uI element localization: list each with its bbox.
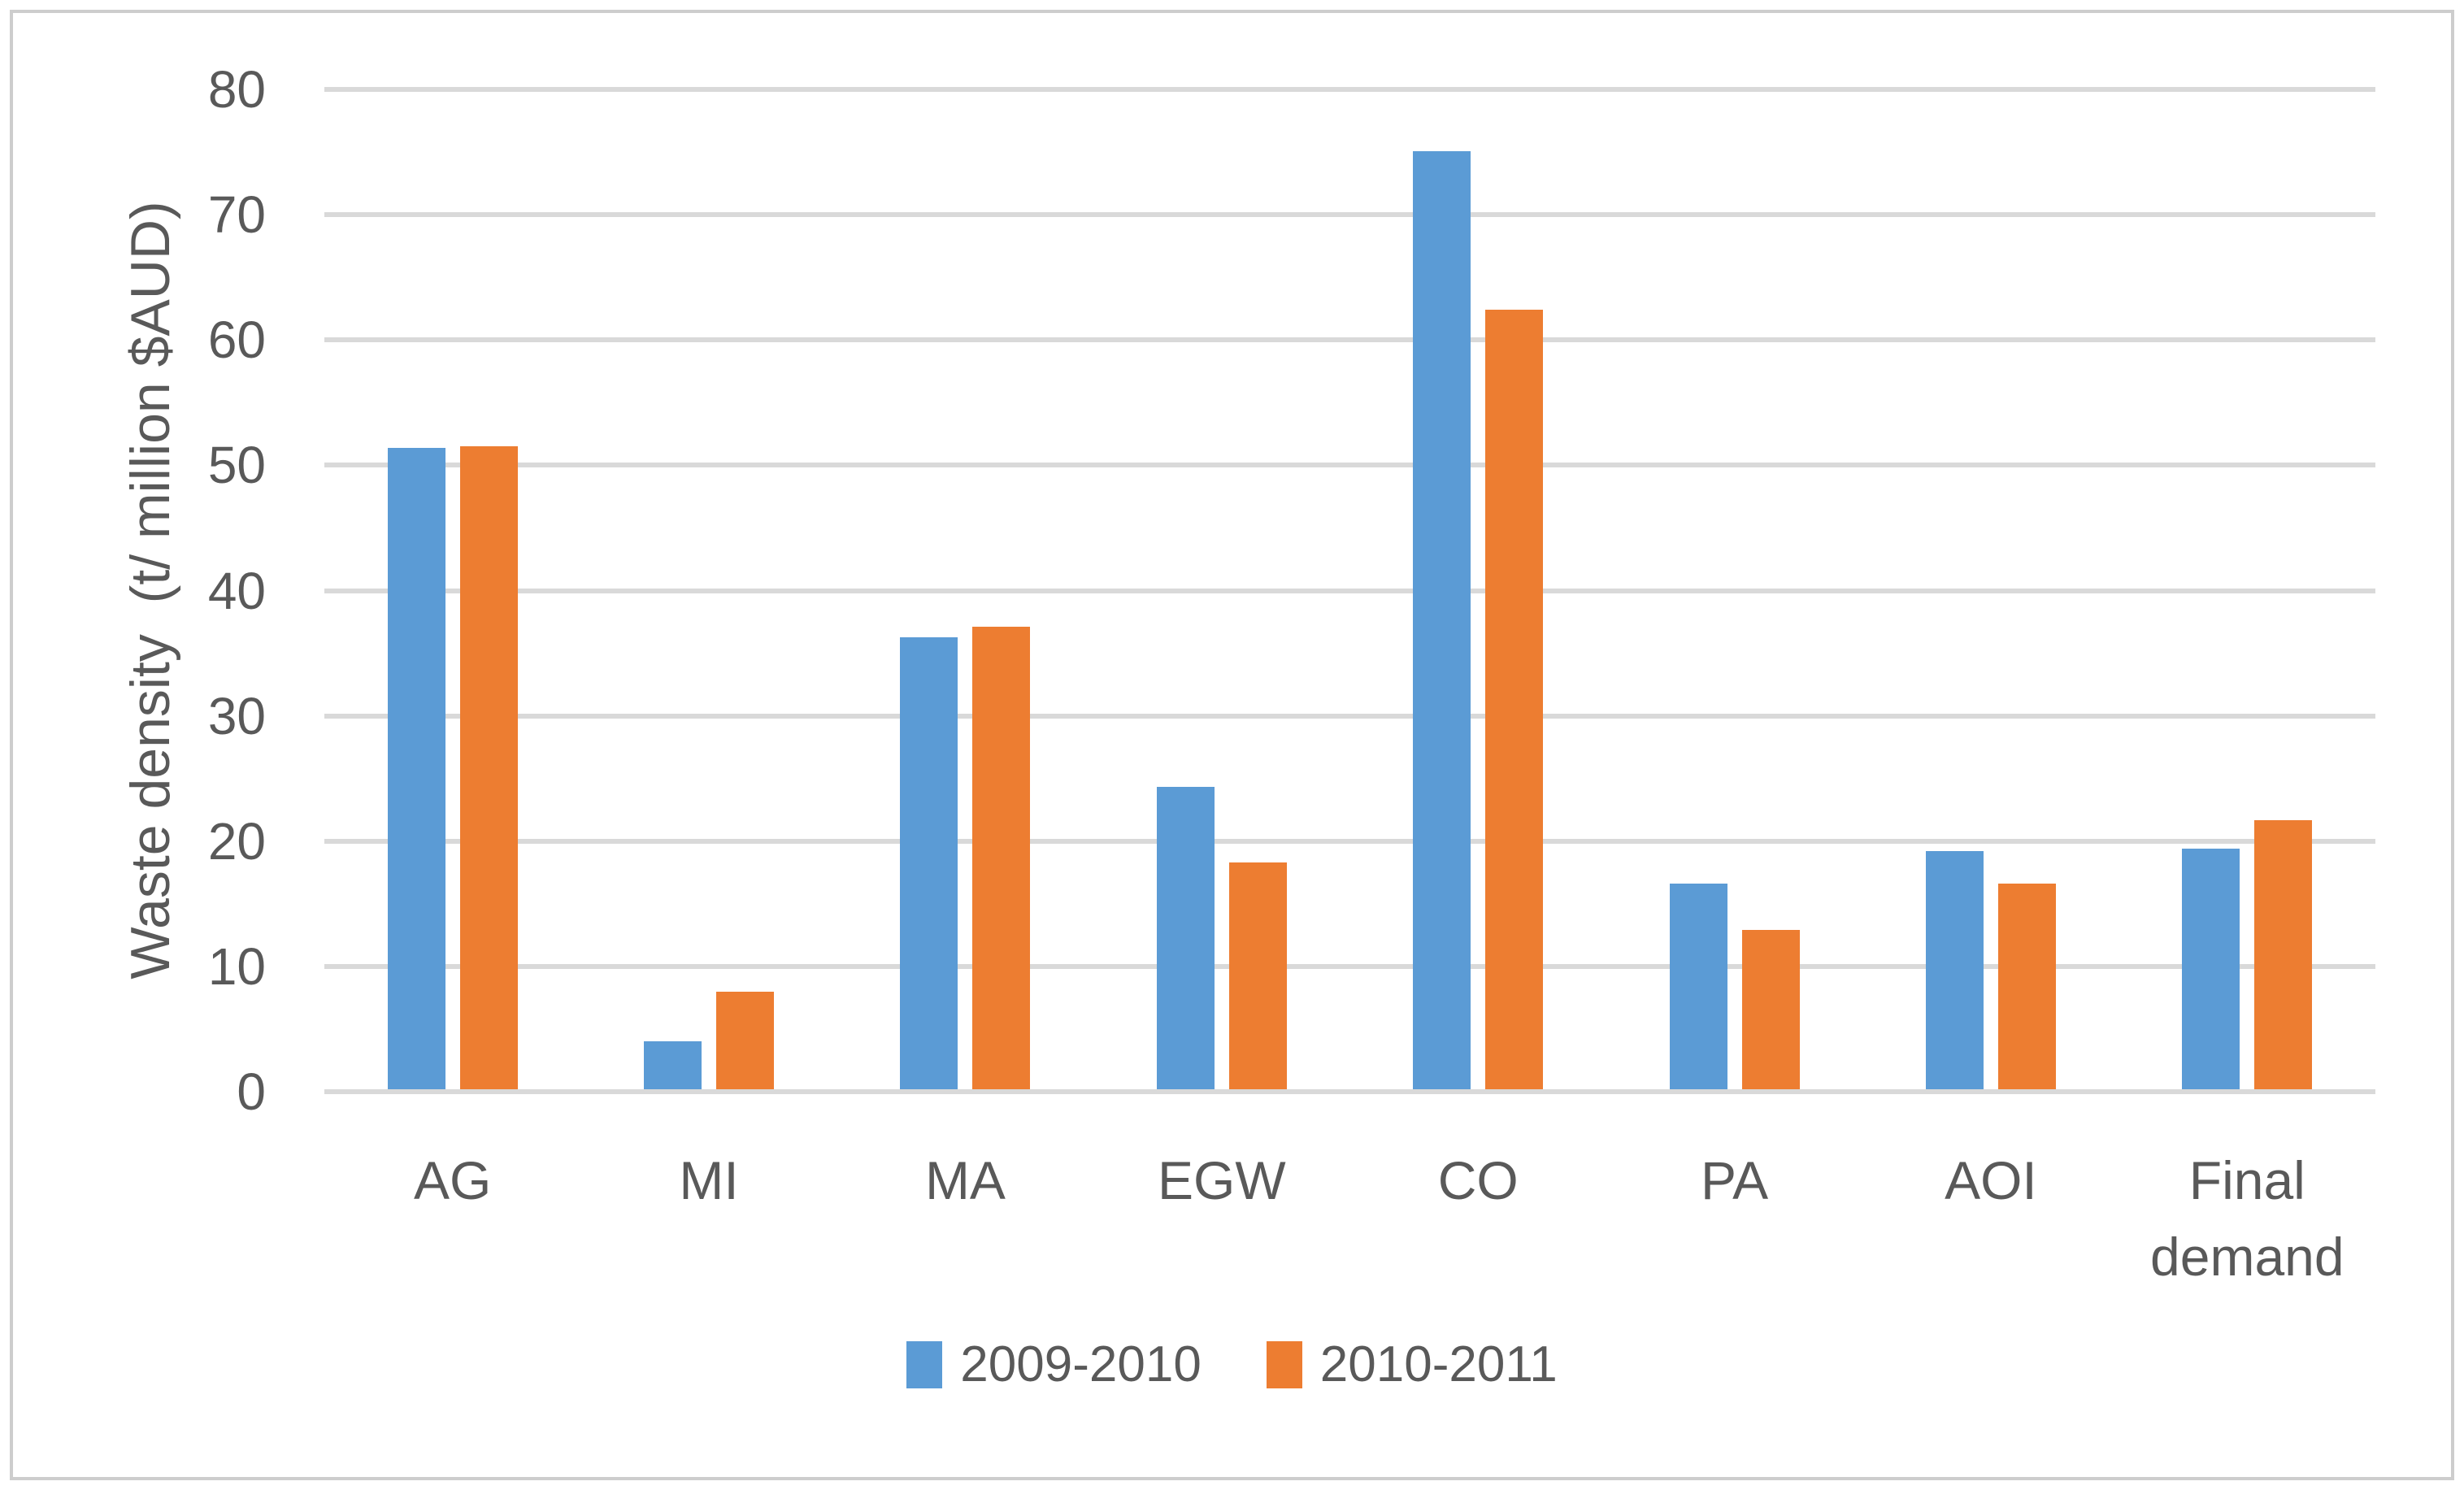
y-tick-label: 70 [207, 185, 266, 245]
x-category-label: AOI [1945, 1150, 2037, 1210]
gridline [324, 713, 2375, 719]
y-tick-label: 80 [207, 60, 266, 119]
gridline [324, 463, 2375, 468]
y-tick-label: 40 [207, 561, 266, 620]
y-tick-label: 20 [207, 811, 266, 871]
gridline [324, 87, 2375, 92]
gridline [324, 963, 2375, 969]
plot-area: AG MI MA EGW CO PA AOI Final demand [324, 87, 2375, 1287]
legend: 2009-2010 2010-2011 [0, 1340, 2464, 1390]
x-category-label: Final demand [2150, 1150, 2344, 1287]
bar-2009-2010-CO [1413, 150, 1471, 1092]
x-axis-line [324, 1089, 2375, 1094]
bar-2010-2011-Final demand [2254, 819, 2313, 1092]
gridline [324, 337, 2375, 343]
legend-swatch-series-1 [906, 1341, 943, 1388]
bar-2010-2011-EGW [1228, 862, 1287, 1092]
bar-2010-2011-CO [1485, 310, 1544, 1092]
bar-2010-2011-PA [1741, 930, 1800, 1092]
y-tick-label: 0 [237, 1062, 266, 1121]
bar-2009-2010-MA [900, 636, 958, 1092]
legend-label-series-2: 2010-2011 [1319, 1336, 1558, 1392]
bar-2009-2010-Final demand [2182, 849, 2240, 1092]
bar-2010-2011-AOI [1997, 884, 2056, 1092]
bar-2009-2010-AOI [1925, 851, 1984, 1092]
y-tick-label: 60 [207, 311, 266, 370]
bar-2009-2010-EGW [1156, 787, 1215, 1092]
legend-item: 2010-2011 [1266, 1336, 1558, 1392]
legend-label-series-1: 2009-2010 [960, 1336, 1202, 1392]
bar-2009-2010-PA [1669, 884, 1727, 1092]
x-category-label: CO [1437, 1150, 1519, 1210]
y-tick-label: 50 [207, 436, 266, 495]
bar-2009-2010-AG [387, 447, 445, 1092]
x-category-label: MA [924, 1150, 1006, 1210]
legend-swatch-series-2 [1266, 1341, 1302, 1388]
bar-2009-2010-MI [644, 1041, 702, 1092]
bar-2010-2011-MI [716, 991, 775, 1092]
legend-item: 2009-2010 [906, 1340, 1202, 1390]
gridline [324, 212, 2375, 218]
x-category-label: PA [1700, 1150, 1769, 1210]
bar-2010-2011-AG [459, 446, 518, 1092]
y-tick-label: 10 [207, 936, 266, 996]
x-category-label: MI [679, 1150, 739, 1210]
gridline [324, 588, 2375, 593]
bar-2010-2011-MA [972, 627, 1031, 1092]
x-category-label: EGW [1157, 1150, 1286, 1210]
x-category-label: AG [414, 1150, 492, 1210]
y-tick-label: 30 [207, 686, 266, 745]
gridline [324, 838, 2375, 844]
